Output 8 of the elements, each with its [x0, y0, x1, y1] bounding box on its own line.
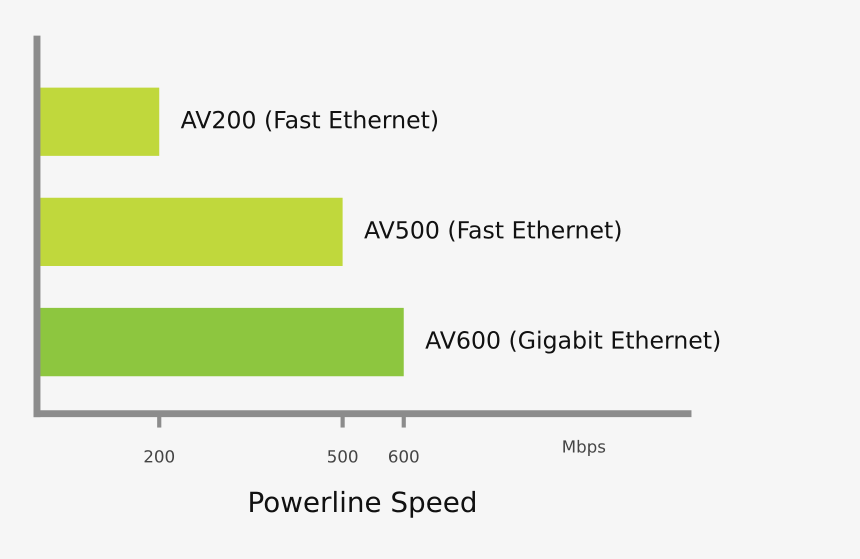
y-tick-label: AV500 (Fast Ethernet) [364, 220, 620, 242]
y-tick-label: AV200 (Fast Ethernet) [180, 110, 438, 132]
x-tick-label: 600 [389, 450, 419, 463]
x-axis-title: Powerline Speed [250, 490, 475, 518]
text: Mbps [563, 440, 606, 456]
x-tick-label: 200 [144, 450, 174, 463]
x-tick-label: 500 [328, 450, 358, 463]
y-tick-label: AV600 (Gigabit Ethernet) [425, 330, 720, 354]
